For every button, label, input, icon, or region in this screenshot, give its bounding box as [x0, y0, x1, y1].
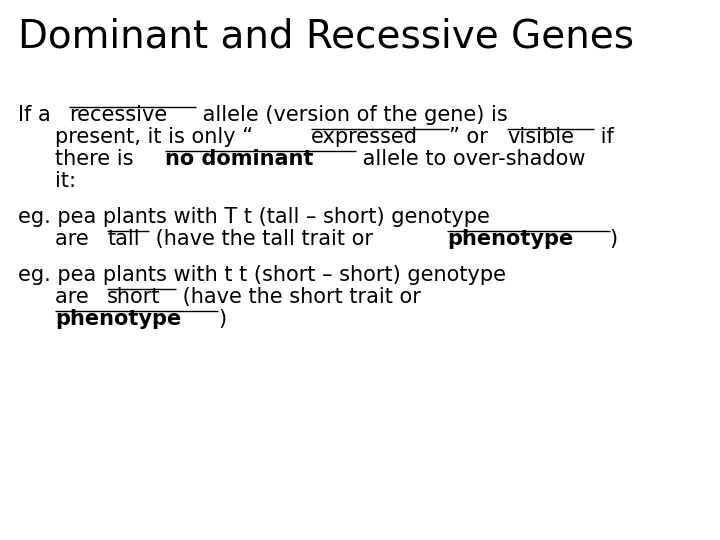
Text: allele (version of the gene) is: allele (version of the gene) is [196, 105, 508, 125]
Text: no dominant: no dominant [165, 149, 313, 169]
Text: ” or: ” or [449, 127, 494, 147]
Text: ): ) [218, 309, 226, 329]
Text: present, it is only “: present, it is only “ [55, 127, 253, 147]
Text: recessive: recessive [69, 105, 167, 125]
Text: Dominant and Recessive Genes: Dominant and Recessive Genes [18, 18, 634, 56]
Text: are: are [55, 229, 95, 249]
Text: (have the tall trait or: (have the tall trait or [149, 229, 380, 249]
Text: are: are [55, 287, 95, 307]
Text: eg. pea plants with t t (short – short) genotype: eg. pea plants with t t (short – short) … [18, 265, 506, 285]
Text: tall: tall [107, 229, 140, 249]
Text: there is: there is [55, 149, 140, 169]
Text: short: short [107, 287, 161, 307]
Text: eg. pea plants with T t (tall – short) genotype: eg. pea plants with T t (tall – short) g… [18, 207, 490, 227]
Text: it:: it: [55, 171, 76, 191]
Text: allele to over-shadow: allele to over-shadow [356, 149, 586, 169]
Text: ): ) [610, 229, 618, 249]
Text: phenotype: phenotype [447, 229, 573, 249]
Text: expressed: expressed [310, 127, 418, 147]
Text: visible: visible [508, 127, 575, 147]
Text: phenotype: phenotype [55, 309, 181, 329]
Text: (have the short trait or: (have the short trait or [176, 287, 421, 307]
Text: If a: If a [18, 105, 58, 125]
Text: if: if [594, 127, 613, 147]
